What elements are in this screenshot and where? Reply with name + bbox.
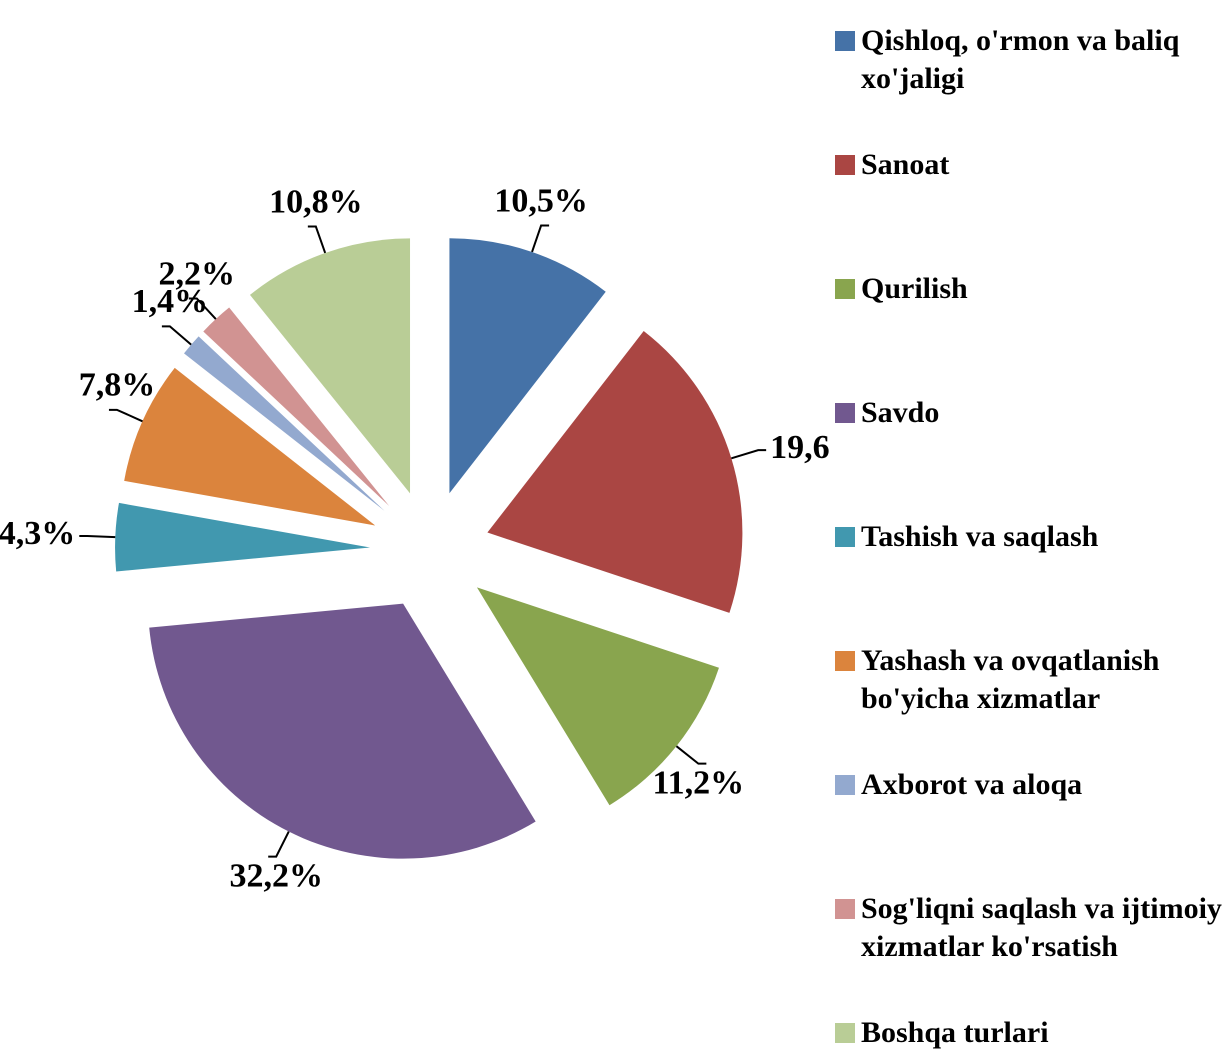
legend-swatch	[835, 775, 855, 795]
pie-slice	[124, 367, 376, 526]
legend-swatch	[835, 899, 855, 919]
pie-slice	[183, 336, 385, 511]
legend-label: Tashish va saqlash	[861, 520, 1099, 553]
chart: 10,5% 19,6% 11,2% 32,2% 4,3% 7,8% 1,4%2,2% 10,8…	[0, 182, 830, 894]
leader-line	[161, 325, 192, 346]
pie-slice	[203, 307, 390, 507]
legend-entry: Sanoat	[835, 146, 1232, 184]
legend-entry: Yashash va ovqatlanish bo'yicha xizmatla…	[835, 642, 1232, 718]
leader-line	[675, 745, 707, 765]
data-label: 10,8%	[269, 183, 363, 220]
pie-slice	[249, 238, 411, 494]
pie-slice	[449, 238, 606, 494]
pie-slice	[115, 502, 371, 572]
leader-line	[531, 224, 550, 253]
legend-label: Axborot va aloqa	[861, 768, 1083, 801]
legend-label: Qurilish	[861, 272, 968, 305]
pie-slice	[149, 603, 536, 859]
legend-swatch	[835, 527, 855, 547]
legend-entry: Sog'liqni saqlash va ijtimoiy xizmatlar …	[835, 890, 1232, 966]
leader-line	[188, 297, 217, 320]
legend-entry: Savdo	[835, 394, 1232, 432]
data-label: 11,2%	[653, 764, 745, 801]
legend-entry: Axborot va aloqa	[835, 766, 1232, 804]
pie-slice	[487, 331, 743, 613]
legend-label: Sanoat	[861, 148, 950, 181]
leader-line	[307, 225, 327, 254]
data-label: 10,5%	[494, 182, 588, 219]
legend-swatch	[835, 651, 855, 671]
data-label: 7,8%	[79, 367, 156, 404]
legend-label: Sog'liqni saqlash va ijtimoiy xizmatlar …	[861, 892, 1222, 963]
legend-label: Qishloq, o'rmon va baliq xo'jaligi	[861, 24, 1180, 95]
data-label: 2,2%	[159, 255, 236, 292]
leader-line	[731, 449, 767, 460]
legend-label: Savdo	[861, 396, 940, 429]
data-label: 32,2%	[229, 857, 323, 894]
legend-swatch	[835, 1023, 855, 1043]
legend-label: Yashash va ovqatlanish bo'yicha xizmatla…	[861, 644, 1160, 715]
legend-swatch	[835, 31, 855, 51]
leader-line	[108, 408, 143, 423]
legend-swatch	[835, 403, 855, 423]
legend-entry: Boshqa turlari	[835, 1014, 1232, 1052]
leader-line	[268, 831, 290, 858]
legend-label: Boshqa turlari	[861, 1016, 1049, 1049]
legend-entry: Qishloq, o'rmon va baliq xo'jaligi	[835, 22, 1232, 98]
data-label: 4,3%	[0, 515, 75, 552]
pie-slice	[476, 587, 719, 806]
data-label: 1,4%	[132, 283, 209, 320]
data-label: 19,6%	[770, 429, 830, 466]
legend-entry: Qurilish	[835, 270, 1232, 308]
legend-swatch	[835, 155, 855, 175]
leader-line	[79, 534, 116, 539]
legend-swatch	[835, 279, 855, 299]
legend-entry: Tashish va saqlash	[835, 518, 1232, 556]
